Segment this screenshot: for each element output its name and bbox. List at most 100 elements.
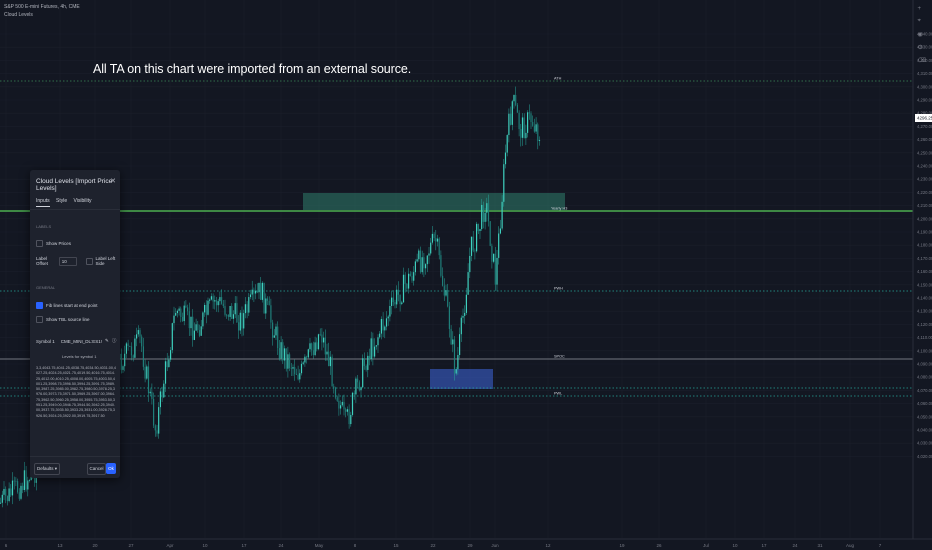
candle-body [520, 129, 522, 138]
symbol-row: Symbol 1 CME_MINI_DL:ES1! ✎ ⓘ [36, 338, 116, 344]
time-tick-label: 31 [817, 543, 823, 548]
candle-body [501, 201, 503, 229]
time-tick-label: 8 [354, 543, 357, 548]
show-prices-checkbox[interactable] [36, 240, 43, 247]
cancel-button[interactable]: Cancel [87, 463, 106, 475]
candle-body [346, 409, 348, 412]
candle-body [442, 275, 444, 286]
price-tick-label: 4,340.00 [917, 32, 932, 37]
price-tick-label: 4,320.00 [917, 58, 932, 63]
candle-body [122, 366, 124, 370]
candle-body [459, 334, 461, 355]
candle-body [336, 397, 338, 401]
info-icon[interactable]: ⓘ [111, 338, 117, 343]
show-prices-row[interactable]: Show Prices [36, 240, 71, 247]
candle-body [23, 470, 25, 490]
label-left-side-checkbox[interactable] [86, 257, 93, 265]
candle-body [357, 378, 359, 383]
tab-style[interactable]: Style [56, 198, 68, 204]
candle-body [394, 302, 396, 305]
show-tbl-checkbox[interactable] [36, 316, 43, 323]
tabs-divider [30, 209, 120, 210]
candle-body [525, 132, 527, 139]
settings-icon[interactable]: ⚙ [917, 45, 923, 51]
candle-body [443, 285, 445, 296]
time-tick-label: Jun [491, 543, 499, 548]
candle-body [215, 300, 218, 306]
candle-body [200, 326, 202, 336]
candle-body [527, 112, 529, 133]
show-tbl-row[interactable]: Show TBL source line [36, 316, 90, 323]
candle-body [348, 409, 350, 425]
tab-visibility[interactable]: Visibility [73, 198, 92, 204]
price-tick-label: 4,250.00 [917, 150, 932, 155]
candle-body [255, 290, 257, 294]
level-label: ATH [554, 77, 562, 81]
levels-textarea[interactable]: 3,3,4043.75,4041.25,4038.75,4034.50,4031… [36, 366, 116, 418]
symbol-select[interactable]: CME_MINI_DL:ES1! [60, 338, 103, 344]
candle-body [486, 203, 488, 213]
candle-body [482, 204, 484, 222]
fib-lines-checkbox[interactable] [36, 302, 43, 309]
candle-body [506, 135, 508, 153]
candle-body [190, 316, 192, 329]
candle-body [440, 255, 442, 276]
fib-lines-row[interactable]: Fib lines start at end point [36, 302, 98, 309]
candle-body [207, 300, 209, 315]
eye-icon[interactable]: ◉ [917, 32, 923, 38]
candle-body [132, 355, 134, 358]
candle-body [232, 314, 235, 319]
candle-body [202, 312, 204, 327]
candle-body [205, 304, 207, 315]
candle-body [156, 430, 158, 434]
price-tick-label: 4,130.00 [917, 309, 932, 314]
candle-body [365, 365, 367, 370]
crosshair-icon[interactable]: ⌖ [917, 18, 921, 24]
edit-icon[interactable]: ✎ [105, 338, 109, 343]
candle-body [307, 349, 309, 358]
ok-button[interactable]: Ok [106, 463, 116, 474]
candle-body [379, 333, 381, 338]
symbol-label: Symbol 1 [36, 338, 55, 344]
candle-body [153, 398, 155, 426]
label-offset-row: Label Offset 10 Label Left Side [36, 256, 120, 266]
candle-body [479, 229, 481, 232]
candle-body [229, 305, 231, 317]
candle-body [231, 305, 233, 319]
price-axis[interactable]: 4,340.00 4,330.00 4,320.00 4,310.00 4,300.00… [912, 0, 932, 539]
candle-body [124, 353, 126, 367]
candle-body [272, 322, 274, 338]
time-axis[interactable]: 6 13 20 27 Apr 10 17 24 May 8 15 22 29 Jun 12 19 26 Jul 10… [0, 538, 932, 548]
trash-icon[interactable]: ⌫ [917, 58, 926, 64]
candle-body [142, 346, 144, 367]
defaults-button[interactable]: Defaults ▾ [34, 463, 60, 475]
tab-inputs[interactable]: Inputs [36, 198, 50, 207]
candle-body [209, 299, 211, 301]
candle-body [521, 117, 524, 138]
candle-body [503, 164, 505, 202]
show-prices-label: Show Prices [46, 241, 72, 246]
candle-body [210, 296, 212, 300]
price-tick-label: 4,210.00 [917, 203, 932, 208]
candle-body [277, 326, 279, 349]
label-offset-input[interactable]: 10 [58, 256, 78, 266]
close-icon[interactable]: ✕ [110, 178, 116, 185]
candle-body [158, 407, 160, 434]
candle-body [192, 316, 194, 340]
candle-body [528, 112, 530, 114]
candle-body [406, 283, 408, 289]
candle-body [15, 480, 17, 482]
candle-body [312, 350, 314, 356]
price-tick-label: 4,140.00 [917, 296, 932, 301]
indicator-title[interactable]: Cloud Levels [4, 12, 33, 18]
candle-body [511, 101, 513, 125]
time-tick-label: 15 [393, 543, 399, 548]
candle-body [367, 355, 369, 370]
candle-body [297, 374, 299, 380]
candle-body [263, 282, 265, 314]
time-tick-label: 29 [467, 543, 473, 548]
candle-body [374, 346, 376, 357]
plus-icon[interactable]: + [917, 6, 922, 12]
candle-body [163, 383, 165, 398]
